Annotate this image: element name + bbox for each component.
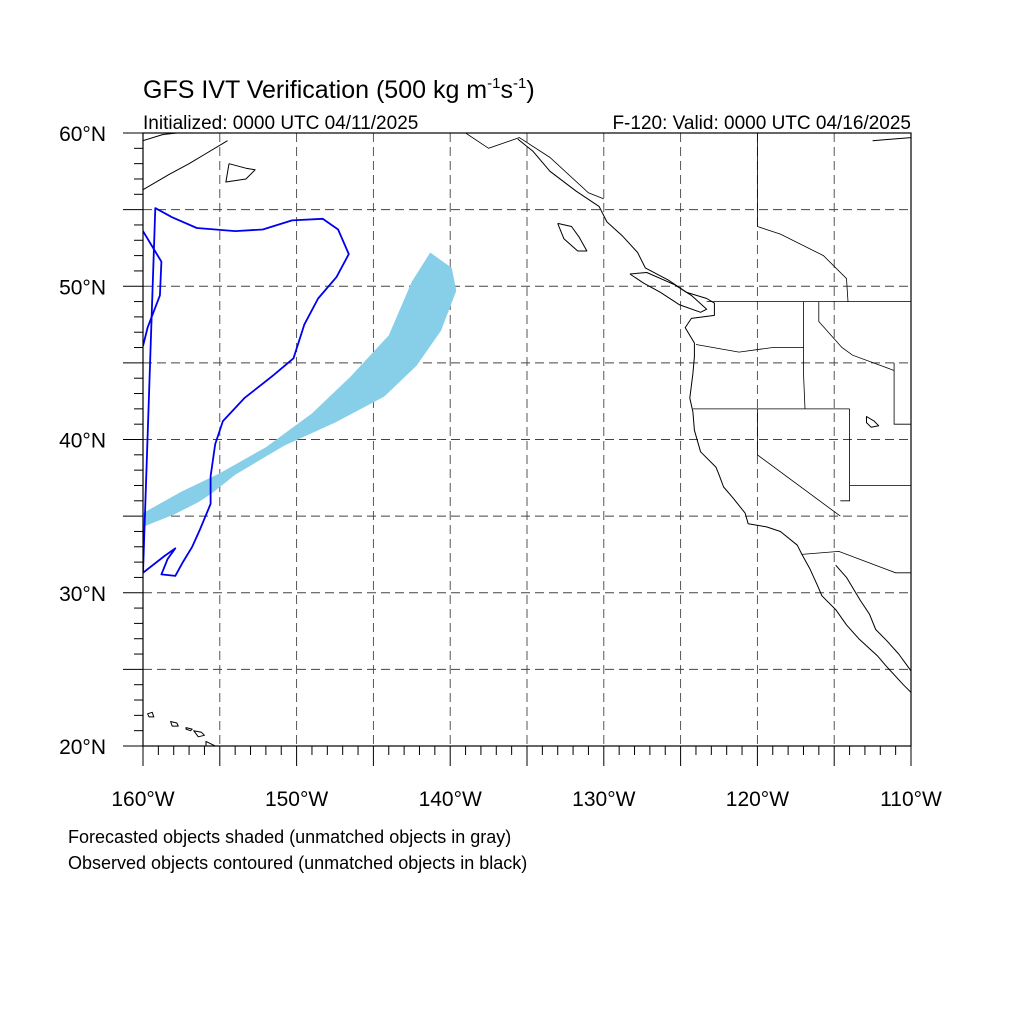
axis-ticks bbox=[123, 132, 912, 766]
border-line bbox=[757, 408, 841, 517]
hawaii-island-outline bbox=[205, 740, 217, 746]
coastline-gulf-coast bbox=[835, 564, 911, 672]
political-borders bbox=[465, 133, 911, 574]
lon-tick-label: 160°W bbox=[111, 788, 174, 811]
observed-object-contour bbox=[143, 207, 350, 577]
border-line bbox=[818, 301, 895, 371]
footer-observed-note: Observed objects contoured (unmatched ob… bbox=[68, 853, 527, 873]
coastline-hudson-bay-edge bbox=[872, 137, 911, 142]
observed-objects bbox=[143, 207, 350, 577]
coastline-west-coast bbox=[517, 138, 911, 693]
border-line bbox=[695, 344, 806, 409]
coastline-alaska-gulf-north bbox=[143, 133, 177, 142]
lon-tick-label: 110°W bbox=[880, 788, 942, 811]
forecast-object-shading bbox=[143, 252, 457, 527]
lon-tick-label: 140°W bbox=[419, 788, 482, 811]
lat-tick-label: 20°N bbox=[59, 736, 106, 759]
coastline-alaska-peninsula bbox=[143, 140, 228, 191]
lat-tick-label: 50°N bbox=[59, 276, 106, 299]
border-line bbox=[801, 550, 911, 574]
forecast-objects bbox=[143, 252, 457, 527]
hawaii-island-outline bbox=[147, 711, 155, 718]
lon-tick-label: 120°W bbox=[726, 788, 789, 811]
border-line bbox=[840, 408, 850, 502]
coastline-haida-gwaii bbox=[557, 222, 588, 252]
hawaii-island-outline bbox=[185, 727, 193, 732]
coastline-vancouver-island bbox=[629, 272, 708, 313]
footer-forecast-note: Forecasted objects shaded (unmatched obj… bbox=[68, 827, 511, 847]
border-line bbox=[757, 133, 849, 302]
coastline-kodiak bbox=[225, 163, 256, 183]
lat-tick-label: 30°N bbox=[59, 583, 106, 606]
lake-outline bbox=[866, 416, 880, 428]
border-line bbox=[465, 133, 604, 200]
lat-tick-label: 40°N bbox=[59, 430, 106, 453]
init-time-label: Initialized: 0000 UTC 04/11/2025 bbox=[143, 113, 418, 134]
hawaii-island-outline bbox=[193, 730, 205, 738]
valid-time-label: F-120: Valid: 0000 UTC 04/16/2025 bbox=[612, 113, 911, 134]
map-plot-area bbox=[143, 133, 911, 746]
lat-tick-label: 60°N bbox=[59, 123, 106, 146]
border-line bbox=[893, 362, 911, 425]
axis-labels: 160°W 150°W 140°W 130°W 120°W 110°W 60°N 50°N 40… bbox=[59, 123, 942, 811]
lon-tick-label: 150°W bbox=[265, 788, 328, 811]
lon-tick-label: 130°W bbox=[572, 788, 635, 811]
hawaii-island-outline bbox=[170, 721, 179, 727]
map-title: GFS IVT Verification (500 kg m-1s-1) bbox=[143, 75, 535, 104]
coastlines bbox=[143, 133, 911, 746]
observed-object-contour-west bbox=[143, 230, 163, 347]
gridlines bbox=[143, 133, 911, 746]
